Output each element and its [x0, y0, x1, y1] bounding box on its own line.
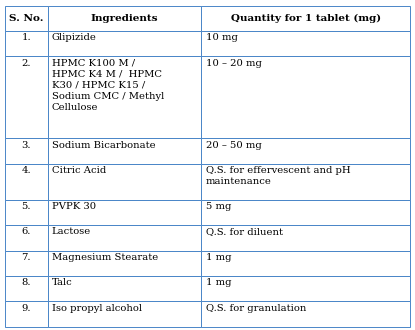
Text: Citric Acid: Citric Acid	[51, 166, 106, 175]
Bar	[5, 225, 47, 250]
Bar	[201, 31, 410, 56]
Text: Talc: Talc	[51, 278, 72, 287]
Bar	[47, 200, 201, 225]
Bar	[5, 200, 47, 225]
Bar	[5, 56, 47, 138]
Bar	[201, 164, 410, 200]
Bar	[47, 276, 201, 301]
Text: 10 – 20 mg: 10 – 20 mg	[205, 59, 261, 68]
Text: Lactose: Lactose	[51, 227, 91, 237]
Text: Q.S. for effervescent and pH
maintenance: Q.S. for effervescent and pH maintenance	[205, 166, 350, 186]
Bar	[201, 138, 410, 164]
Text: 6.: 6.	[22, 227, 31, 237]
Bar	[201, 225, 410, 250]
Text: Sodium Bicarbonate: Sodium Bicarbonate	[51, 141, 155, 150]
Text: Ingredients: Ingredients	[91, 14, 158, 23]
Bar	[201, 276, 410, 301]
Bar	[201, 200, 410, 225]
Text: 7.: 7.	[22, 253, 31, 262]
Bar	[47, 138, 201, 164]
Text: 3.: 3.	[22, 141, 31, 150]
Bar	[201, 250, 410, 276]
Text: 20 – 50 mg: 20 – 50 mg	[205, 141, 261, 150]
Bar	[201, 301, 410, 327]
Text: Iso propyl alcohol: Iso propyl alcohol	[51, 304, 142, 313]
Text: Q.S. for granulation: Q.S. for granulation	[205, 304, 306, 313]
Bar	[5, 276, 47, 301]
Text: PVPK 30: PVPK 30	[51, 202, 96, 211]
Text: 5.: 5.	[22, 202, 31, 211]
Bar	[47, 6, 201, 31]
Text: Glipizide: Glipizide	[51, 33, 97, 42]
Bar	[5, 6, 47, 31]
Bar	[201, 56, 410, 138]
Bar	[5, 31, 47, 56]
Text: Magnesium Stearate: Magnesium Stearate	[51, 253, 158, 262]
Bar	[201, 6, 410, 31]
Text: Q.S. for diluent: Q.S. for diluent	[205, 227, 283, 237]
Text: 1 mg: 1 mg	[205, 253, 231, 262]
Bar	[47, 31, 201, 56]
Text: 1 mg: 1 mg	[205, 278, 231, 287]
Bar	[5, 301, 47, 327]
Bar	[5, 138, 47, 164]
Text: 1.: 1.	[22, 33, 31, 42]
Bar	[47, 225, 201, 250]
Text: 9.: 9.	[22, 304, 31, 313]
Bar	[5, 250, 47, 276]
Text: 5 mg: 5 mg	[205, 202, 231, 211]
Bar	[47, 301, 201, 327]
Text: Quantity for 1 tablet (mg): Quantity for 1 tablet (mg)	[231, 14, 381, 23]
Text: 10 mg: 10 mg	[205, 33, 237, 42]
Text: 8.: 8.	[22, 278, 31, 287]
Bar	[47, 250, 201, 276]
Text: 4.: 4.	[22, 166, 31, 175]
Bar	[47, 164, 201, 200]
Text: 2.: 2.	[22, 59, 31, 68]
Bar	[5, 164, 47, 200]
Text: HPMC K100 M /
HPMC K4 M /  HPMC
K30 / HPMC K15 /
Sodium CMC / Methyl
Cellulose: HPMC K100 M / HPMC K4 M / HPMC K30 / HPM…	[51, 59, 164, 112]
Text: S. No.: S. No.	[9, 14, 44, 23]
Bar	[47, 56, 201, 138]
